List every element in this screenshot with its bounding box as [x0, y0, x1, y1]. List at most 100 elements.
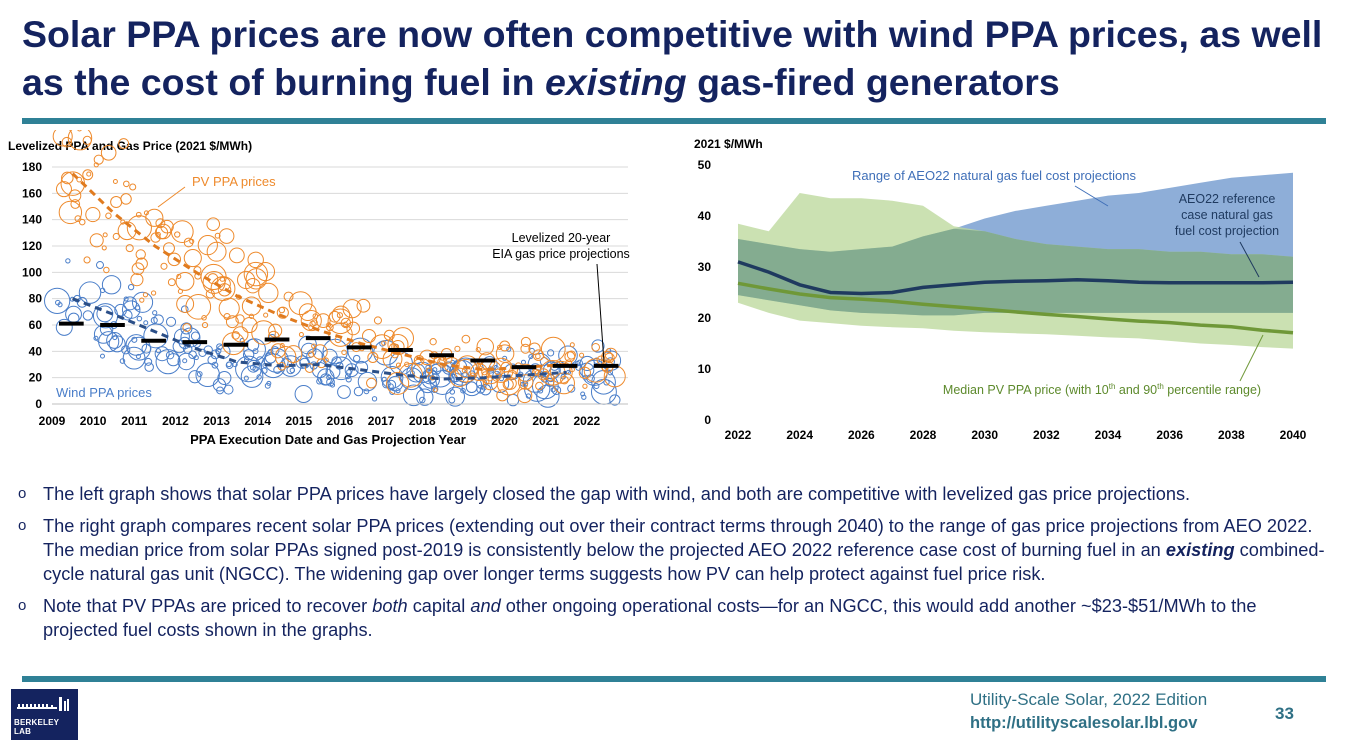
pv-ppa-bubble [202, 271, 226, 294]
left-y-tick-label: 100 [22, 265, 42, 279]
pv-ppa-bubble [487, 376, 493, 382]
wind-ppa-bubble [119, 358, 126, 364]
bullet-3-text-b: capital [412, 596, 466, 616]
wind-ppa-bubble [352, 354, 361, 363]
pv-ppa-bubble [223, 313, 231, 321]
pv-ppa-bubble [218, 297, 240, 319]
wind-ppa-bubble [363, 388, 370, 395]
pv-ppa-bubble [579, 352, 585, 358]
wind-ppa-bubble [143, 320, 149, 326]
pv-ppa-bubble [175, 272, 195, 291]
pv-ppa-bubble [426, 367, 433, 374]
wind-ppa-bubble [528, 354, 534, 360]
wind-ppa-bubble [173, 328, 190, 345]
pv-ppa-bubble [502, 378, 514, 391]
wind-ppa-bubble [609, 394, 621, 406]
pv-ppa-bubble [143, 210, 149, 216]
wind-ppa-bubble [99, 322, 114, 336]
pv-ppa-bubble [304, 363, 315, 373]
pv-ppa-bubble [308, 351, 315, 358]
bullet-2-text-b: combined-cycle natural gas unit (NGCC). … [43, 540, 1325, 584]
pv-ppa-bubble [85, 206, 101, 223]
pv-ppa-bubble [311, 343, 317, 349]
pv-ppa-bubble [118, 138, 130, 149]
pv-ppa-bubble [243, 261, 269, 287]
left-gas-segments [59, 321, 619, 370]
pv-ppa-bubble [182, 323, 192, 332]
left-x-tick-label: 2016 [327, 414, 354, 428]
logo-text: BERKELEY LAB [14, 718, 60, 736]
pv-ppa-bubble [93, 162, 99, 168]
wind-ppa-bubble [125, 334, 148, 356]
right-x-tick-label: 2022 [725, 428, 752, 442]
wind-ppa-bubble [55, 318, 73, 336]
bullet-3-text-a: Note that PV PPAs are priced to recover [43, 596, 368, 616]
pv-ppa-bubble [167, 278, 176, 287]
pv-ppa-bubble [327, 308, 354, 335]
pv-ppa-bubble [279, 343, 285, 349]
footer-url[interactable]: http://utilityscalesolar.lbl.gov [970, 714, 1198, 732]
pv-ppa-bubble [386, 371, 410, 395]
pv-ppa-bubble [197, 235, 218, 256]
left-x-tick-label: 2011 [121, 414, 147, 428]
wind-ppa-bubble [131, 291, 154, 313]
wind-ppa-bubble [99, 287, 106, 294]
pv-ppa-bubble [395, 362, 402, 368]
pv-ppa-bubble [366, 377, 377, 389]
pv-ppa-bubble [268, 323, 283, 338]
left-x-tick-label: 2017 [368, 414, 395, 428]
pv-ppa-bubble [83, 256, 91, 264]
left-x-tick-label: 2013 [203, 414, 230, 428]
pv-ppa-bubble [120, 193, 132, 205]
wind-ppa-bubble [298, 335, 317, 355]
wind-ppa-bubble [166, 353, 180, 367]
left-chart: Levelized PPA and Gas Price (2021 $/MWh)… [8, 130, 630, 447]
pv-ppa-bubble [100, 144, 117, 161]
right-lines [737, 260, 1294, 335]
ref-label-line1: AEO22 reference [1179, 192, 1276, 206]
pv-ppa-bubble [391, 327, 414, 350]
left-chart-xlabel: PPA Execution Date and Gas Projection Ye… [190, 432, 466, 447]
pv-ppa-bubble [251, 320, 276, 345]
footer-edition: Utility-Scale Solar, 2022 Edition [970, 690, 1208, 709]
right-x-tick-label: 2028 [910, 428, 937, 442]
wind-ppa-bubble [579, 355, 595, 372]
left-x-tick-label: 2019 [450, 414, 477, 428]
pv-ppa-bubble [74, 215, 82, 223]
pv-ppa-bubble [139, 297, 145, 303]
wind-ppa-bubble [547, 349, 555, 357]
pv-ppa-bubble [174, 231, 181, 238]
pv-ppa-bubble [214, 232, 221, 239]
pv-ppa-bubble [68, 189, 82, 203]
wind-ppa-bubble [357, 371, 378, 392]
left-y-tick-label: 160 [22, 186, 42, 200]
wind-ppa-bubble [235, 355, 262, 383]
wind-ppa-bubble [317, 368, 335, 386]
pv-ppa-bubble [540, 336, 566, 362]
wind-ppa-bubble [243, 375, 249, 381]
pv-ppa-bubble [217, 283, 232, 297]
wind-ppa-bubble [223, 384, 234, 395]
wind-ppa-bubble [190, 331, 201, 341]
pv-ppa-bubble [126, 215, 152, 241]
right-x-tick-label: 2026 [848, 428, 875, 442]
bullet-1-text: The left graph shows that solar PPA pric… [43, 484, 1191, 504]
pv-ppa-bubble [206, 217, 221, 231]
pv-ppa-bubble [517, 374, 534, 390]
pv-ppa-bubble [105, 212, 112, 219]
pv-ppa-bubble [516, 363, 535, 382]
pv-ppa-bubble [145, 208, 164, 227]
pv-ppa-bubble [300, 310, 322, 332]
pv-ppa-bubble [308, 325, 314, 331]
left-gridlines [52, 166, 628, 379]
wind-ppa-bubble [112, 335, 118, 341]
wind-ppa-bubble [252, 366, 258, 372]
pv-ppa-bubble [79, 218, 86, 226]
wind-ppa-bubble [506, 346, 512, 352]
bullet-2-emphasis: existing [1165, 540, 1235, 560]
pv-ppa-bubble [346, 321, 361, 336]
left-x-tick-label: 2018 [409, 414, 436, 428]
pv-ppa-bubble [130, 273, 144, 287]
pv-ppa-bubble [373, 316, 382, 325]
